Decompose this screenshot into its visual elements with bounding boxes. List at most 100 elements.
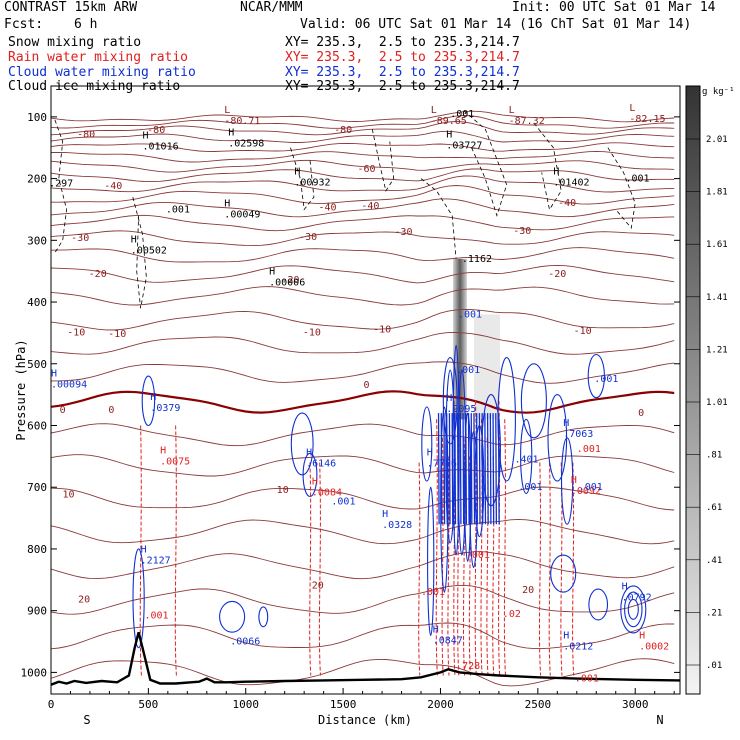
snow-contour [290, 147, 315, 211]
contour-value-label: .001 [579, 482, 603, 493]
init-time: Init: 00 UTC Sat 01 Mar 14 [512, 0, 716, 15]
extremum-mark: H [228, 128, 234, 139]
isotherm-line [51, 486, 675, 511]
x-tick-label: 1500 [330, 698, 357, 711]
x-axis-label: Distance (km) [318, 713, 412, 727]
extremum-value: .0328 [382, 520, 412, 531]
extremum-mark: H [382, 509, 388, 520]
y-tick-label: 1000 [21, 666, 48, 679]
isotherm-label: 0 [108, 405, 114, 416]
isotherm-line [51, 332, 675, 355]
contour-value-label: .728 [456, 661, 480, 672]
field-label-rain: Rain water mixing ratio [8, 50, 189, 65]
cloud-water-core-line [497, 413, 500, 525]
cloud-water-contour [620, 585, 647, 634]
isotherm-line [51, 264, 675, 284]
extremum-mark: H [160, 446, 166, 457]
cloud-water-core-line [492, 413, 495, 525]
cloud-water-contour [290, 412, 314, 476]
forecast-label: Fcst: [4, 17, 44, 32]
extremum-value: -89.65 [431, 116, 467, 127]
isotherm-label: 20 [78, 594, 90, 605]
y-tick-label: 300 [27, 234, 47, 247]
rain-contour [139, 425, 142, 676]
rain-contour [538, 462, 542, 676]
extremum-mark: L [431, 105, 437, 116]
extremum-mark: H [433, 625, 439, 636]
colorbar-label: .41 [706, 556, 722, 566]
cloud-water-core-line [478, 413, 481, 525]
contour-value-label: .001 [575, 674, 599, 685]
snow-contour [607, 147, 636, 229]
contour-value-label: .0066 [230, 637, 260, 648]
rain-contour [318, 462, 321, 676]
y-tick-label: 100 [27, 111, 47, 124]
colorbar-label: .21 [706, 608, 722, 618]
isotherm-label: -60 [357, 164, 375, 175]
cloud-water-core-line [465, 413, 468, 525]
cloud-water-core-line [470, 413, 473, 525]
cloud-water-contour [550, 554, 577, 593]
cloud-water-contour [588, 588, 609, 621]
colorbar-label: 1.01 [706, 398, 728, 408]
contour-value-label: .001 [145, 611, 169, 622]
field-xy-cloud-water: XY= 235.3, 2.5 to 235.3,214.7 [285, 65, 520, 80]
extremum-value: .01016 [143, 142, 179, 153]
field-xy-snow: XY= 235.3, 2.5 to 235.3,214.7 [285, 35, 520, 50]
extremum-value: .00006 [269, 278, 305, 289]
isotherm-line [51, 361, 675, 384]
isotherm-label: 0 [638, 408, 644, 419]
org-label: NCAR/MMM [240, 0, 303, 15]
isotherm-line [51, 214, 675, 232]
isotherm-label: -10 [303, 328, 321, 339]
cloud-water-core-line [451, 413, 454, 525]
contour-value-label: .001 [626, 174, 650, 185]
forecast-hour: 6 h [74, 17, 98, 32]
extremum-mark: H [563, 418, 569, 429]
plot-frame [50, 85, 681, 695]
isotherm-line [51, 423, 675, 447]
extremum-value: .01402 [553, 178, 589, 189]
x-tick-label: 2500 [525, 698, 552, 711]
cloud-water-core-line [486, 413, 489, 525]
extremum-value: -87.32 [509, 116, 545, 127]
rain-contour [498, 400, 501, 676]
isotherm-line [51, 230, 675, 247]
extremum-value: .00094 [51, 379, 87, 390]
isotherm-line [51, 185, 675, 205]
x-end-label-north: N [656, 713, 663, 727]
isotherm-label: 0 [60, 405, 66, 416]
contour-value-label: .1162 [462, 254, 492, 265]
terrain-profile [51, 632, 680, 686]
rain-contour [503, 419, 506, 676]
cloud-water-contour [141, 375, 156, 427]
extremum-mark: H [143, 131, 149, 142]
colorbar-label: .81 [706, 451, 722, 461]
extremum-value: .00502 [131, 245, 167, 256]
cloud-water-contour [219, 600, 246, 633]
extremum-mark: L [224, 105, 230, 116]
isotherm-label: 20 [522, 585, 534, 596]
cloud-water-contour [520, 363, 547, 439]
extremum-mark: H [427, 447, 433, 458]
cloud-water-contour [421, 406, 433, 482]
y-tick-label: 200 [27, 173, 47, 186]
isotherm-label: 10 [62, 489, 74, 500]
isotherm-line [51, 551, 675, 580]
contour-value-label: .001 [594, 374, 618, 385]
isotherm-label: -40 [361, 201, 379, 212]
cloud-water-core-line [437, 413, 440, 525]
isotherm-line [51, 308, 675, 331]
rain-contour [463, 437, 466, 676]
colorbar-unit: g kg⁻¹ [702, 87, 735, 97]
temperature-isotherms [51, 110, 675, 687]
extremum-mark: H [294, 167, 300, 178]
cloud-water-core-line [454, 413, 457, 525]
x-end-label-south: S [83, 713, 90, 727]
snow-contour [371, 129, 395, 192]
y-tick-label: 700 [27, 481, 47, 494]
extremum-mark: H [150, 392, 156, 403]
isotherm-label: -40 [318, 202, 336, 213]
isotherm-label: -20 [89, 269, 107, 280]
extremum-value: .2127 [141, 555, 171, 566]
